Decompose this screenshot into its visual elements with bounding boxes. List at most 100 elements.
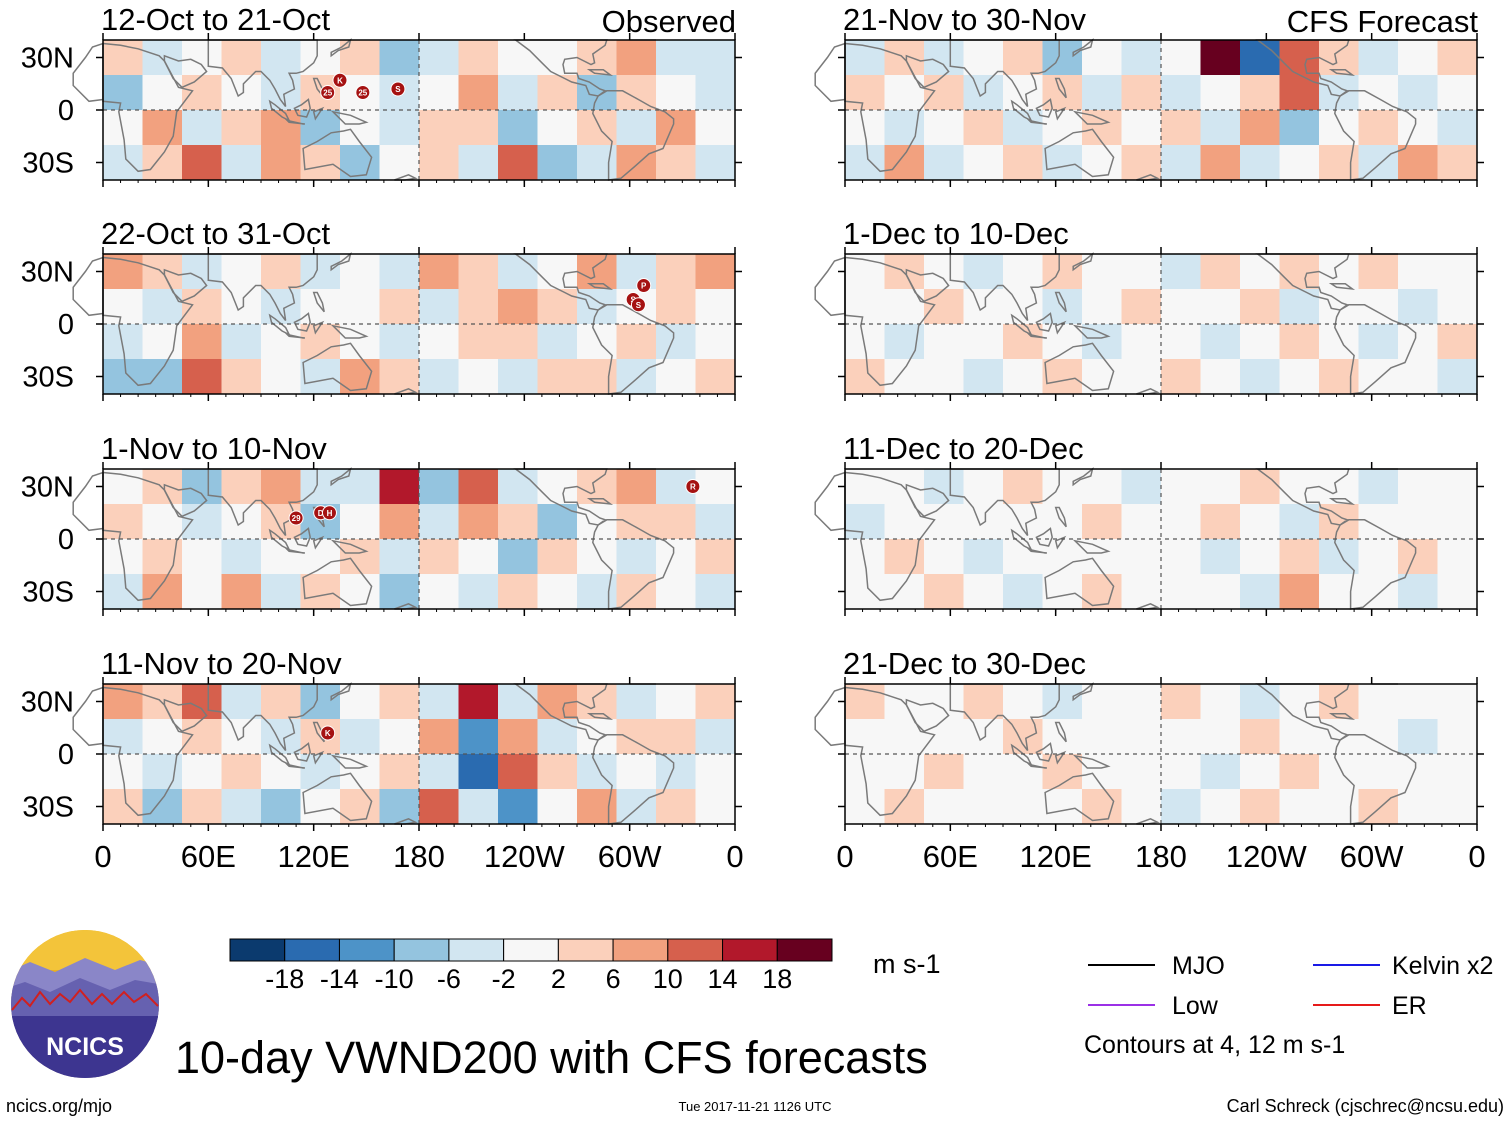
- anomaly-cell: [616, 504, 657, 540]
- anomaly-cell: [924, 75, 964, 111]
- panel-period-title: 21-Nov to 30-Nov: [843, 2, 1086, 37]
- anomaly-cell: [1121, 574, 1162, 610]
- anomaly-cell: [300, 254, 341, 290]
- storm-label: P: [641, 282, 647, 291]
- anomaly-cell: [103, 719, 143, 755]
- lon-tick-label: 120E: [277, 839, 349, 874]
- coastline: [163, 698, 208, 733]
- storm-label: D: [318, 509, 324, 518]
- anomaly-cell: [1398, 40, 1438, 76]
- anomaly-cell: [142, 469, 183, 505]
- lon-tick-label: 60W: [1340, 839, 1404, 874]
- anomaly-cell: [1003, 504, 1043, 540]
- coastline: [1044, 128, 1115, 178]
- anomaly-cell: [695, 504, 736, 540]
- anomaly-cell: [1200, 324, 1241, 360]
- anomaly-cell: [537, 110, 578, 146]
- anomaly-cell: [616, 719, 657, 755]
- anomaly-cell: [1082, 754, 1122, 790]
- anomaly-cell: [1398, 110, 1438, 146]
- anomaly-cell: [1161, 75, 1201, 111]
- colorbar-swatch: [229, 938, 286, 962]
- anomaly-cell: [1437, 684, 1478, 720]
- anomaly-cell: [498, 504, 538, 540]
- coastline: [1334, 304, 1417, 395]
- anomaly-cell: [1319, 289, 1359, 325]
- anomaly-cell: [1319, 719, 1359, 755]
- lat-tick-label: 0: [58, 524, 74, 556]
- panel-period-title: 1-Nov to 10-Nov: [101, 431, 327, 466]
- anomaly-cell: [616, 754, 657, 790]
- anomaly-cell: [695, 254, 736, 290]
- anomaly-cell: [845, 110, 885, 146]
- anomaly-cell: [1121, 254, 1162, 290]
- anomaly-cell: [182, 359, 222, 395]
- anomaly-cell: [656, 289, 696, 325]
- anomaly-cell: [656, 504, 696, 540]
- anomaly-cell: [1121, 75, 1162, 111]
- anomaly-cell: [498, 40, 538, 76]
- anomaly-cell: [656, 754, 696, 790]
- anomaly-cell: [182, 254, 222, 290]
- anomaly-cell: [1240, 789, 1280, 825]
- anomaly-cell: [1082, 110, 1122, 146]
- colorbar-tick-label: 18: [762, 964, 792, 994]
- anomaly-cell: [963, 504, 1004, 540]
- anomaly-cell: [1121, 719, 1162, 755]
- anomaly-cell: [221, 324, 262, 360]
- anomaly-cell: [221, 684, 262, 720]
- coastline: [1072, 539, 1111, 554]
- anomaly-cell: [419, 145, 459, 181]
- coastline: [513, 39, 608, 97]
- anomaly-cell: [300, 684, 341, 720]
- anomaly-cell: [1398, 754, 1438, 790]
- anomaly-cell: [845, 145, 885, 181]
- anomaly-cell: [379, 254, 420, 290]
- coastline: [949, 253, 1060, 321]
- anomaly-cell: [1003, 789, 1043, 825]
- anomaly-cell: [458, 324, 499, 360]
- storm-marker: [630, 297, 646, 313]
- legend-label-low: Low: [1172, 992, 1219, 1020]
- anomaly-cell: [1398, 254, 1438, 290]
- coastline: [1026, 548, 1047, 554]
- anomaly-cell: [103, 539, 143, 575]
- anomaly-cell: [845, 504, 885, 540]
- anomaly-cell: [616, 789, 657, 825]
- coastline: [1035, 312, 1053, 332]
- coastline: [312, 320, 325, 335]
- storm-label: 25: [323, 89, 332, 98]
- footer-timestamp: Tue 2017-11-21 1126 UTC: [679, 1099, 832, 1114]
- map-panel: 1-Dec to 10-Dec: [814, 216, 1484, 401]
- anomaly-cell: [1200, 574, 1241, 610]
- anomaly-cell: [379, 110, 420, 146]
- anomaly-cell: [498, 469, 538, 505]
- anomaly-cell: [845, 754, 885, 790]
- anomaly-cell: [884, 789, 925, 825]
- anomaly-cell: [182, 75, 222, 111]
- coastline: [163, 268, 208, 303]
- anomaly-cell: [963, 145, 1004, 181]
- anomaly-cell: [577, 504, 617, 540]
- anomaly-cell: [1082, 289, 1122, 325]
- anomaly-cell: [656, 539, 696, 575]
- anomaly-cell: [963, 754, 1004, 790]
- footer-url[interactable]: ncics.org/mjo: [6, 1096, 112, 1116]
- anomaly-cell: [695, 359, 736, 395]
- coastline: [1255, 39, 1350, 97]
- anomaly-cell: [261, 289, 301, 325]
- anomaly-cell: [1358, 254, 1399, 290]
- coastline: [312, 535, 325, 550]
- anomaly-cell: [1121, 789, 1162, 825]
- anomaly-cell: [419, 324, 459, 360]
- coastline: [1054, 320, 1067, 335]
- anomaly-cell: [1161, 359, 1201, 395]
- anomaly-cell: [498, 324, 538, 360]
- anomaly-cell: [884, 469, 925, 505]
- colorbar-swatch: [722, 938, 778, 962]
- anomaly-cell: [1200, 110, 1241, 146]
- anomaly-cell: [300, 574, 341, 610]
- panel-period-title: 12-Oct to 21-Oct: [101, 2, 331, 37]
- anomaly-cell: [924, 574, 964, 610]
